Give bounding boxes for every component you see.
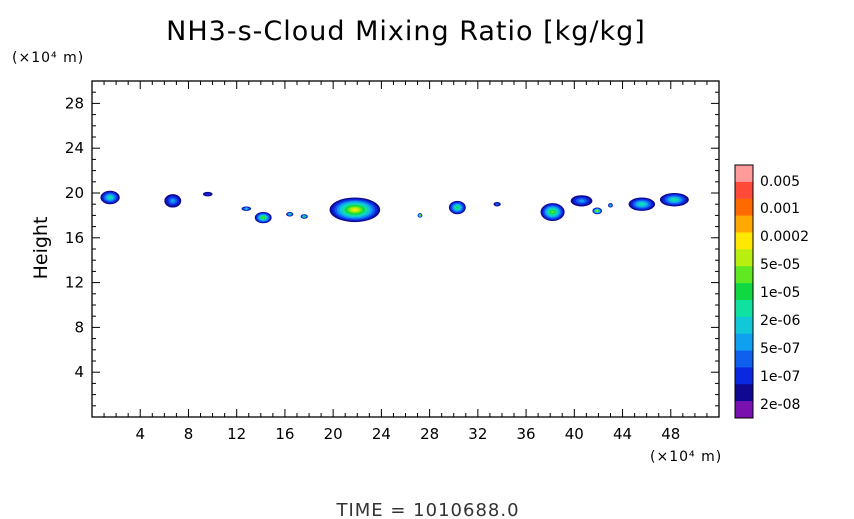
cloud-patch	[448, 200, 466, 215]
chart-title: NH3-s-Cloud Mixing Ratio [kg/kg]	[166, 16, 646, 47]
cloud-contour	[205, 193, 211, 196]
cloud-patch	[164, 194, 182, 208]
y-tick-label: 24	[65, 139, 84, 157]
x-tick-label: 8	[184, 425, 194, 443]
cloud-contour	[170, 199, 175, 203]
x-tick-label: 16	[275, 425, 294, 443]
cloud-patch	[659, 193, 689, 207]
plot-frame	[91, 80, 720, 418]
colorbar-swatch	[735, 215, 753, 233]
cloud-contour	[671, 198, 677, 201]
colorbar-swatch	[735, 401, 753, 419]
colorbar-swatch	[735, 249, 753, 267]
colorbar-swatch	[735, 299, 753, 318]
colorbar-label: 0.005	[760, 174, 800, 190]
x-unit-label: (×10⁴ m)	[650, 449, 722, 465]
colorbar-label: 0.001	[760, 201, 800, 217]
cloud-contour	[303, 215, 306, 218]
y-tick-label: 16	[65, 229, 84, 247]
colorbar-swatch	[735, 181, 753, 200]
cloud-contour	[578, 199, 585, 203]
y-tick-label: 4	[74, 363, 84, 381]
cloud-contour	[596, 209, 599, 212]
x-tick-label: 44	[613, 425, 632, 443]
cloud-contour	[245, 207, 248, 210]
colorbar-label: 1e-07	[760, 369, 800, 385]
y-unit-label: (×10⁴ m)	[12, 50, 84, 66]
cloud-patch	[329, 197, 381, 223]
cloud-patch	[570, 195, 593, 207]
cloud-contour	[551, 210, 555, 214]
cloud-patch	[608, 203, 613, 208]
cloud-contour	[262, 216, 265, 219]
time-label: TIME = 1010688.0	[335, 500, 519, 519]
x-tick-label: 24	[372, 425, 391, 443]
cloud-patch	[241, 206, 252, 211]
cloud-contour	[352, 208, 358, 212]
cloud-patch	[540, 203, 565, 221]
colorbar-swatch	[735, 367, 753, 385]
cloud-contour	[418, 214, 421, 217]
cloud-patch	[202, 191, 213, 197]
x-tick-label: 20	[324, 425, 343, 443]
cloud-contour	[288, 213, 291, 216]
cloud-patch	[417, 213, 423, 218]
colorbar-label: 5e-07	[760, 341, 800, 357]
x-tick-label: 32	[468, 425, 487, 443]
cloud-patch	[254, 212, 272, 224]
colorbar-label: 1e-05	[760, 285, 800, 301]
colorbar-swatch	[735, 165, 753, 183]
colorbar-swatch	[735, 232, 753, 250]
colorbar-swatch	[735, 350, 753, 368]
cloud-patch	[300, 214, 308, 219]
cloud-contour	[609, 204, 612, 207]
x-tick-label: 40	[565, 425, 584, 443]
colorbar: 0.005 0.001 0.0002 5e-05 1e-05 2e-06 5e-07 1e-0…	[734, 164, 809, 419]
cloud-contour	[456, 206, 459, 209]
x-tick-label: 4	[135, 425, 145, 443]
cloud-patch	[100, 190, 120, 205]
cloud-contour	[108, 196, 112, 199]
colorbar-label: 5e-05	[760, 257, 800, 273]
colorbar-swatch	[735, 198, 753, 216]
y-tick-label: 8	[74, 318, 84, 336]
cloud-contour	[639, 203, 645, 206]
colorbar-swatch	[735, 333, 753, 351]
cloud-patch	[592, 207, 603, 215]
x-tick-label: 28	[420, 425, 439, 443]
colorbar-label: 2e-06	[760, 313, 800, 329]
x-tick-label: 48	[661, 425, 680, 443]
y-axis-label: Height	[30, 217, 52, 280]
colorbar-frame	[734, 164, 754, 419]
colorbar-label: 2e-08	[760, 397, 800, 413]
cloud-patch	[286, 212, 294, 217]
cloud-patch	[628, 197, 656, 211]
y-tick-label: 28	[65, 94, 84, 112]
x-tick-label: 12	[227, 425, 246, 443]
colorbar-swatch	[735, 283, 753, 301]
y-tick-label: 20	[65, 184, 84, 202]
x-tick-label: 36	[517, 425, 536, 443]
cloud-patch	[493, 201, 501, 207]
colorbar-label: 0.0002	[760, 229, 809, 245]
colorbar-swatch	[735, 384, 753, 402]
cloud-contour	[495, 203, 499, 206]
y-tick-label: 12	[65, 274, 84, 292]
colorbar-swatch	[735, 316, 753, 334]
colorbar-swatch	[735, 266, 753, 284]
